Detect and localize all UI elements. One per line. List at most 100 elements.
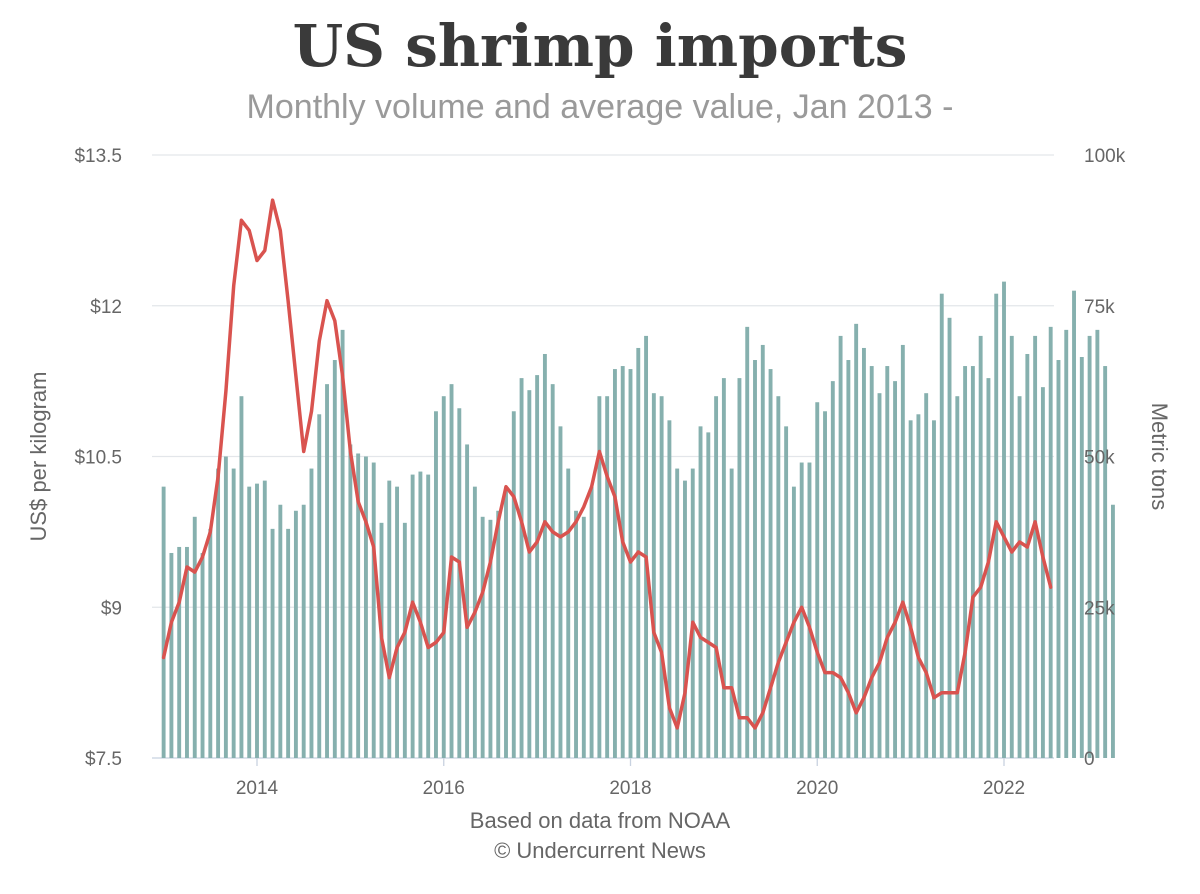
- volume-bar: [721, 378, 726, 758]
- volume-bar: [550, 384, 555, 758]
- volume-bar: [426, 474, 431, 758]
- volume-bar: [823, 411, 827, 758]
- volume-bar: [1072, 290, 1076, 758]
- volume-bar: [418, 471, 423, 758]
- volume-bar: [387, 480, 392, 758]
- volume-bar: [441, 396, 446, 758]
- volume-bar: [1110, 504, 1115, 758]
- volume-bar: [861, 347, 866, 758]
- copyright-caption: © Undercurrent News: [494, 838, 706, 863]
- volume-bar: [620, 366, 625, 758]
- volume-bar: [737, 378, 742, 758]
- volume-bar: [675, 468, 680, 758]
- volume-bar: [1009, 335, 1014, 758]
- volume-bar: [698, 426, 703, 758]
- volume-bar: [293, 510, 298, 758]
- volume-bar: [597, 396, 602, 758]
- volume-bar: [286, 528, 291, 758]
- price-line: [161, 198, 1053, 730]
- volume-bar: [924, 393, 929, 758]
- volume-bar: [1002, 281, 1006, 758]
- volume-bar: [838, 335, 843, 758]
- volume-bar: [683, 480, 687, 758]
- volume-bar: [1103, 366, 1108, 758]
- volume-bar: [659, 396, 664, 758]
- volume-bar: [612, 369, 617, 758]
- volume-bar: [527, 390, 532, 758]
- volume-bar: [589, 486, 594, 758]
- volume-bar: [846, 360, 851, 758]
- y-left-tick-label: $12: [90, 297, 122, 318]
- volume-bar: [309, 468, 314, 758]
- volume-bar: [192, 516, 197, 758]
- volume-bar: [768, 369, 773, 758]
- volume-bar: [457, 408, 462, 758]
- y-left-tick-label: $13.5: [74, 146, 122, 167]
- volume-bar: [472, 486, 477, 758]
- volume-bar: [830, 381, 835, 758]
- volume-bar: [869, 366, 874, 758]
- volume-bar: [1079, 357, 1084, 758]
- source-caption: Based on data from NOAA: [469, 808, 731, 833]
- volume-bar: [970, 366, 975, 758]
- volume-bar: [745, 326, 750, 758]
- volume-bar: [185, 546, 189, 758]
- volume-bar: [1087, 335, 1092, 758]
- volume-bar: [371, 462, 376, 758]
- volume-bar: [690, 468, 695, 758]
- volume-bar: [644, 335, 649, 758]
- volume-bar: [262, 480, 267, 758]
- volume-bar: [667, 420, 672, 758]
- volume-bar: [916, 414, 921, 758]
- x-tick-label: 2014: [236, 778, 279, 799]
- volume-bar: [581, 516, 586, 758]
- volume-bar: [231, 468, 236, 758]
- y-right-tick-label: 75k: [1084, 297, 1115, 318]
- volume-bar: [651, 393, 656, 758]
- x-tick-label: 2022: [983, 778, 1025, 799]
- volume-bar: [963, 366, 968, 758]
- volume-bar: [402, 522, 407, 758]
- volume-bar: [854, 323, 859, 758]
- y-left-tick-label: $7.5: [85, 749, 122, 770]
- volume-bar: [278, 504, 283, 758]
- volume-bar: [177, 546, 182, 758]
- y-left-axis-title: US$ per kilogram: [26, 372, 51, 542]
- volume-bar: [815, 402, 820, 758]
- volume-bar: [885, 366, 890, 758]
- volume-bar: [1095, 329, 1100, 758]
- volume-bar: [200, 552, 205, 758]
- chart-subtitle: Monthly volume and average value, Jan 20…: [246, 88, 954, 126]
- volume-bar: [1040, 387, 1045, 758]
- y-right-axis-title: Metric tons: [1147, 403, 1172, 511]
- volume-bar: [776, 396, 781, 758]
- volume-bar: [488, 519, 493, 758]
- volume-bar: [932, 420, 936, 758]
- volume-bar: [784, 426, 789, 758]
- volume-bar: [1056, 360, 1061, 758]
- volume-bar: [434, 411, 438, 758]
- volume-bar: [877, 393, 882, 758]
- volume-bar: [714, 396, 719, 758]
- volume-bar: [955, 396, 960, 758]
- volume-bar: [706, 432, 711, 758]
- volume-bar: [574, 510, 578, 758]
- price-line-path: [161, 198, 1053, 730]
- volume-bars: [161, 281, 1115, 758]
- volume-bar: [986, 378, 991, 758]
- volume-bar: [1025, 353, 1030, 758]
- volume-bar: [247, 486, 252, 758]
- volume-bar: [301, 504, 306, 758]
- volume-bar: [317, 414, 322, 758]
- volume-bar: [161, 486, 166, 758]
- volume-bar: [325, 384, 329, 758]
- axes: 2014 2016 2018 2020 2022 $7.5 $9 $10.5 $12 $13.5 0…: [26, 146, 1172, 799]
- volume-bar: [511, 411, 516, 758]
- volume-bar: [1033, 335, 1038, 758]
- volume-bar: [496, 510, 501, 758]
- volume-bar: [270, 528, 275, 758]
- volume-bar: [900, 344, 905, 758]
- volume-bar: [208, 528, 213, 758]
- volume-bar: [947, 317, 952, 758]
- volume-bar: [978, 335, 983, 758]
